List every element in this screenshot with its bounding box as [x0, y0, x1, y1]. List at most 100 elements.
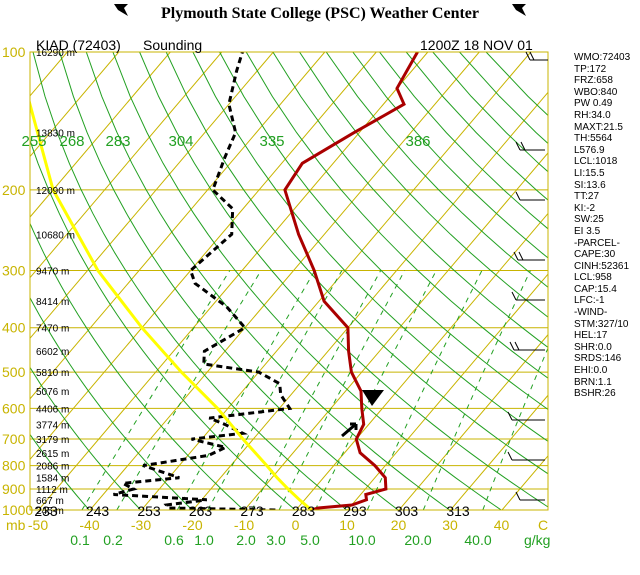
mixing-ratio-label: 1.0	[194, 532, 214, 548]
dry-adiabat	[139, 52, 548, 508]
dry-adiabat	[245, 52, 548, 379]
temperature-tick-label: -10	[234, 517, 254, 533]
isotherm-line	[30, 52, 274, 340]
pressure-tick-label: 100	[2, 44, 26, 60]
stats-panel: WMO:72403 TP:172 FRZ:658 WBO:840 PW 0.49 RH:3…	[574, 52, 638, 400]
isotherm-line	[30, 52, 171, 218]
dry-adiabat	[30, 296, 193, 510]
mixing-ratio-line	[482, 346, 548, 510]
temperature-tick-label: -40	[79, 517, 99, 533]
mixing-ratio-label: 5.0	[300, 532, 320, 548]
height-label: 13830 m	[36, 129, 75, 140]
stat-line: TH:5564	[574, 133, 613, 145]
mixing-ratio-label: 10.0	[348, 532, 375, 548]
theta-bottom-label: 313	[446, 503, 470, 519]
pressure-tick-label: 200	[2, 182, 26, 198]
pressure-tick-label: 700	[2, 431, 26, 447]
dry-adiabat	[30, 433, 90, 510]
height-label: 667 m	[36, 496, 64, 507]
stat-line: STM:327/10	[574, 318, 629, 330]
isotherm-line	[89, 52, 480, 510]
isotherm-line	[244, 152, 548, 510]
dry-adiabat	[30, 139, 296, 510]
celsius-label: C	[538, 517, 548, 533]
storm-motion-icon	[341, 422, 358, 438]
height-label: 245 m	[36, 506, 64, 517]
theta-bottom-label: 293	[343, 503, 367, 519]
stat-line: WBO:840	[574, 86, 618, 98]
pressure-tick-label: 400	[2, 320, 26, 336]
theta-bottom-label: 263	[189, 503, 213, 519]
temperature-tick-label: -50	[28, 517, 48, 533]
stat-line: FRZ:658	[574, 75, 613, 87]
pressure-tick-label: 300	[2, 263, 26, 279]
series-dewpoint	[113, 52, 293, 510]
isotherm-line	[295, 212, 548, 510]
height-label: 4406 m	[36, 404, 69, 415]
theta-bottom-label: 303	[395, 503, 419, 519]
mixing-ratio-label: 0.6	[164, 532, 184, 548]
stat-line: CINH:52361	[574, 260, 630, 272]
height-label: 2086 m	[36, 462, 69, 473]
theta-bottom-label: 283	[292, 503, 316, 519]
theta-bottom-label: 253	[137, 503, 161, 519]
height-label: 5810 m	[36, 368, 69, 379]
plot-frame	[29, 51, 549, 511]
temperature-tick-label: -20	[182, 517, 202, 533]
temperature-tick-label: 10	[339, 517, 355, 533]
height-label: 3774 m	[36, 420, 69, 431]
pressure-tick-label: 500	[2, 364, 26, 380]
isotherm-line	[450, 394, 548, 510]
theta-bottom-label: 233	[34, 503, 58, 519]
stat-line: LI:15.5	[574, 167, 605, 179]
dry-adiabat	[32, 52, 348, 510]
dry-adiabat	[85, 52, 450, 510]
mixing-ratio-line	[176, 270, 316, 510]
stat-line: BRN:1.1	[574, 376, 612, 388]
theta-bottom-label: 273	[240, 503, 264, 519]
temperature-tick-label: 30	[442, 517, 458, 533]
stat-line: WMO:72403	[574, 52, 631, 63]
sounding-label: Sounding	[143, 37, 202, 53]
dry-adiabat	[30, 366, 142, 510]
grid-layer	[30, 52, 548, 510]
dry-adiabat	[165, 52, 548, 475]
series-parcel	[30, 98, 313, 510]
mixing-ratio-label: 2.0	[236, 532, 256, 548]
stat-line: SW:25	[574, 214, 604, 226]
series-layer	[30, 52, 419, 510]
stat-line: CAP:15.4	[574, 283, 617, 295]
theta-top-label: 335	[259, 133, 284, 150]
dry-adiabat	[272, 52, 548, 349]
dry-adiabat	[325, 52, 548, 288]
mixing-ratio-line	[116, 270, 262, 510]
mixing-ratio-label: 40.0	[464, 532, 491, 548]
gkg-label: g/kg	[524, 532, 550, 548]
stat-line: -PARCEL-	[574, 237, 620, 249]
pressure-tick-label: 900	[2, 481, 26, 497]
stat-line: TT:27	[574, 191, 600, 203]
stat-line: KI:-2	[574, 202, 596, 214]
stat-line: MAXT:21.5	[574, 121, 623, 133]
wind-flag-icon	[362, 390, 384, 406]
dry-adiabat	[59, 52, 399, 510]
isotherm-line	[30, 52, 377, 461]
temperature-tick-label: 0	[292, 517, 300, 533]
mixing-ratio-line	[366, 270, 483, 510]
wind-barbs	[507, 51, 548, 501]
isotherm-line	[192, 91, 548, 510]
height-label: 5076 m	[36, 387, 69, 398]
pressure-tick-label: 800	[2, 458, 26, 474]
station-label: KIAD (72403)	[36, 37, 121, 53]
stat-line: PW 0.49	[574, 98, 613, 110]
isotherm-line	[30, 52, 223, 279]
stat-line: SI:13.6	[574, 179, 606, 191]
stat-line: HEL:17	[574, 330, 608, 342]
height-label: 7470 m	[36, 324, 69, 335]
height-label: 8414 m	[36, 297, 69, 308]
time-label: 1200Z 18 NOV 01	[420, 37, 533, 53]
mb-label: mb	[6, 517, 26, 533]
stat-line: CAPE:30	[574, 249, 616, 261]
isotherm-line	[30, 52, 326, 400]
temperature-tick-label: 40	[494, 517, 510, 533]
